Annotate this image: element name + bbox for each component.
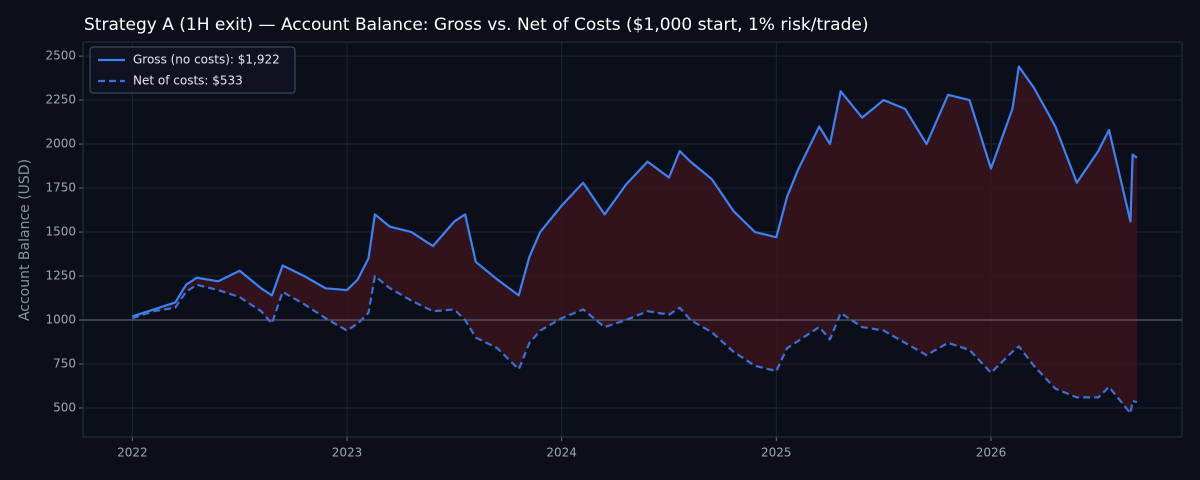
plot-frame <box>82 41 1183 438</box>
y-tick-label: 2000 <box>45 137 76 151</box>
y-tick-label: 1000 <box>45 312 76 326</box>
series-line <box>132 274 1138 415</box>
chart-title: Strategy A (1H exit) — Account Balance: … <box>84 15 868 35</box>
legend-label: Gross (no costs): $1,922 <box>133 53 280 67</box>
x-tick-label: 2025 <box>761 446 792 460</box>
gap-fill <box>132 66 1137 414</box>
x-tick-label: 2024 <box>546 446 577 460</box>
y-tick-label: 750 <box>53 356 76 370</box>
x-tick-label: 2026 <box>976 446 1007 460</box>
legend-label: Net of costs: $533 <box>133 74 243 88</box>
x-tick-label: 2023 <box>332 446 363 460</box>
y-tick-label: 2250 <box>45 93 76 107</box>
y-tick-label: 2500 <box>45 49 76 63</box>
y-axis-label: Account Balance (USD) <box>17 159 33 321</box>
y-tick-label: 1500 <box>45 225 76 239</box>
series-line <box>132 65 1138 318</box>
y-tick-label: 500 <box>53 400 76 414</box>
y-tick-label: 1750 <box>45 181 76 195</box>
y-tick-label: 1250 <box>45 269 76 283</box>
x-tick-label: 2022 <box>117 446 148 460</box>
legend-box <box>89 46 296 94</box>
